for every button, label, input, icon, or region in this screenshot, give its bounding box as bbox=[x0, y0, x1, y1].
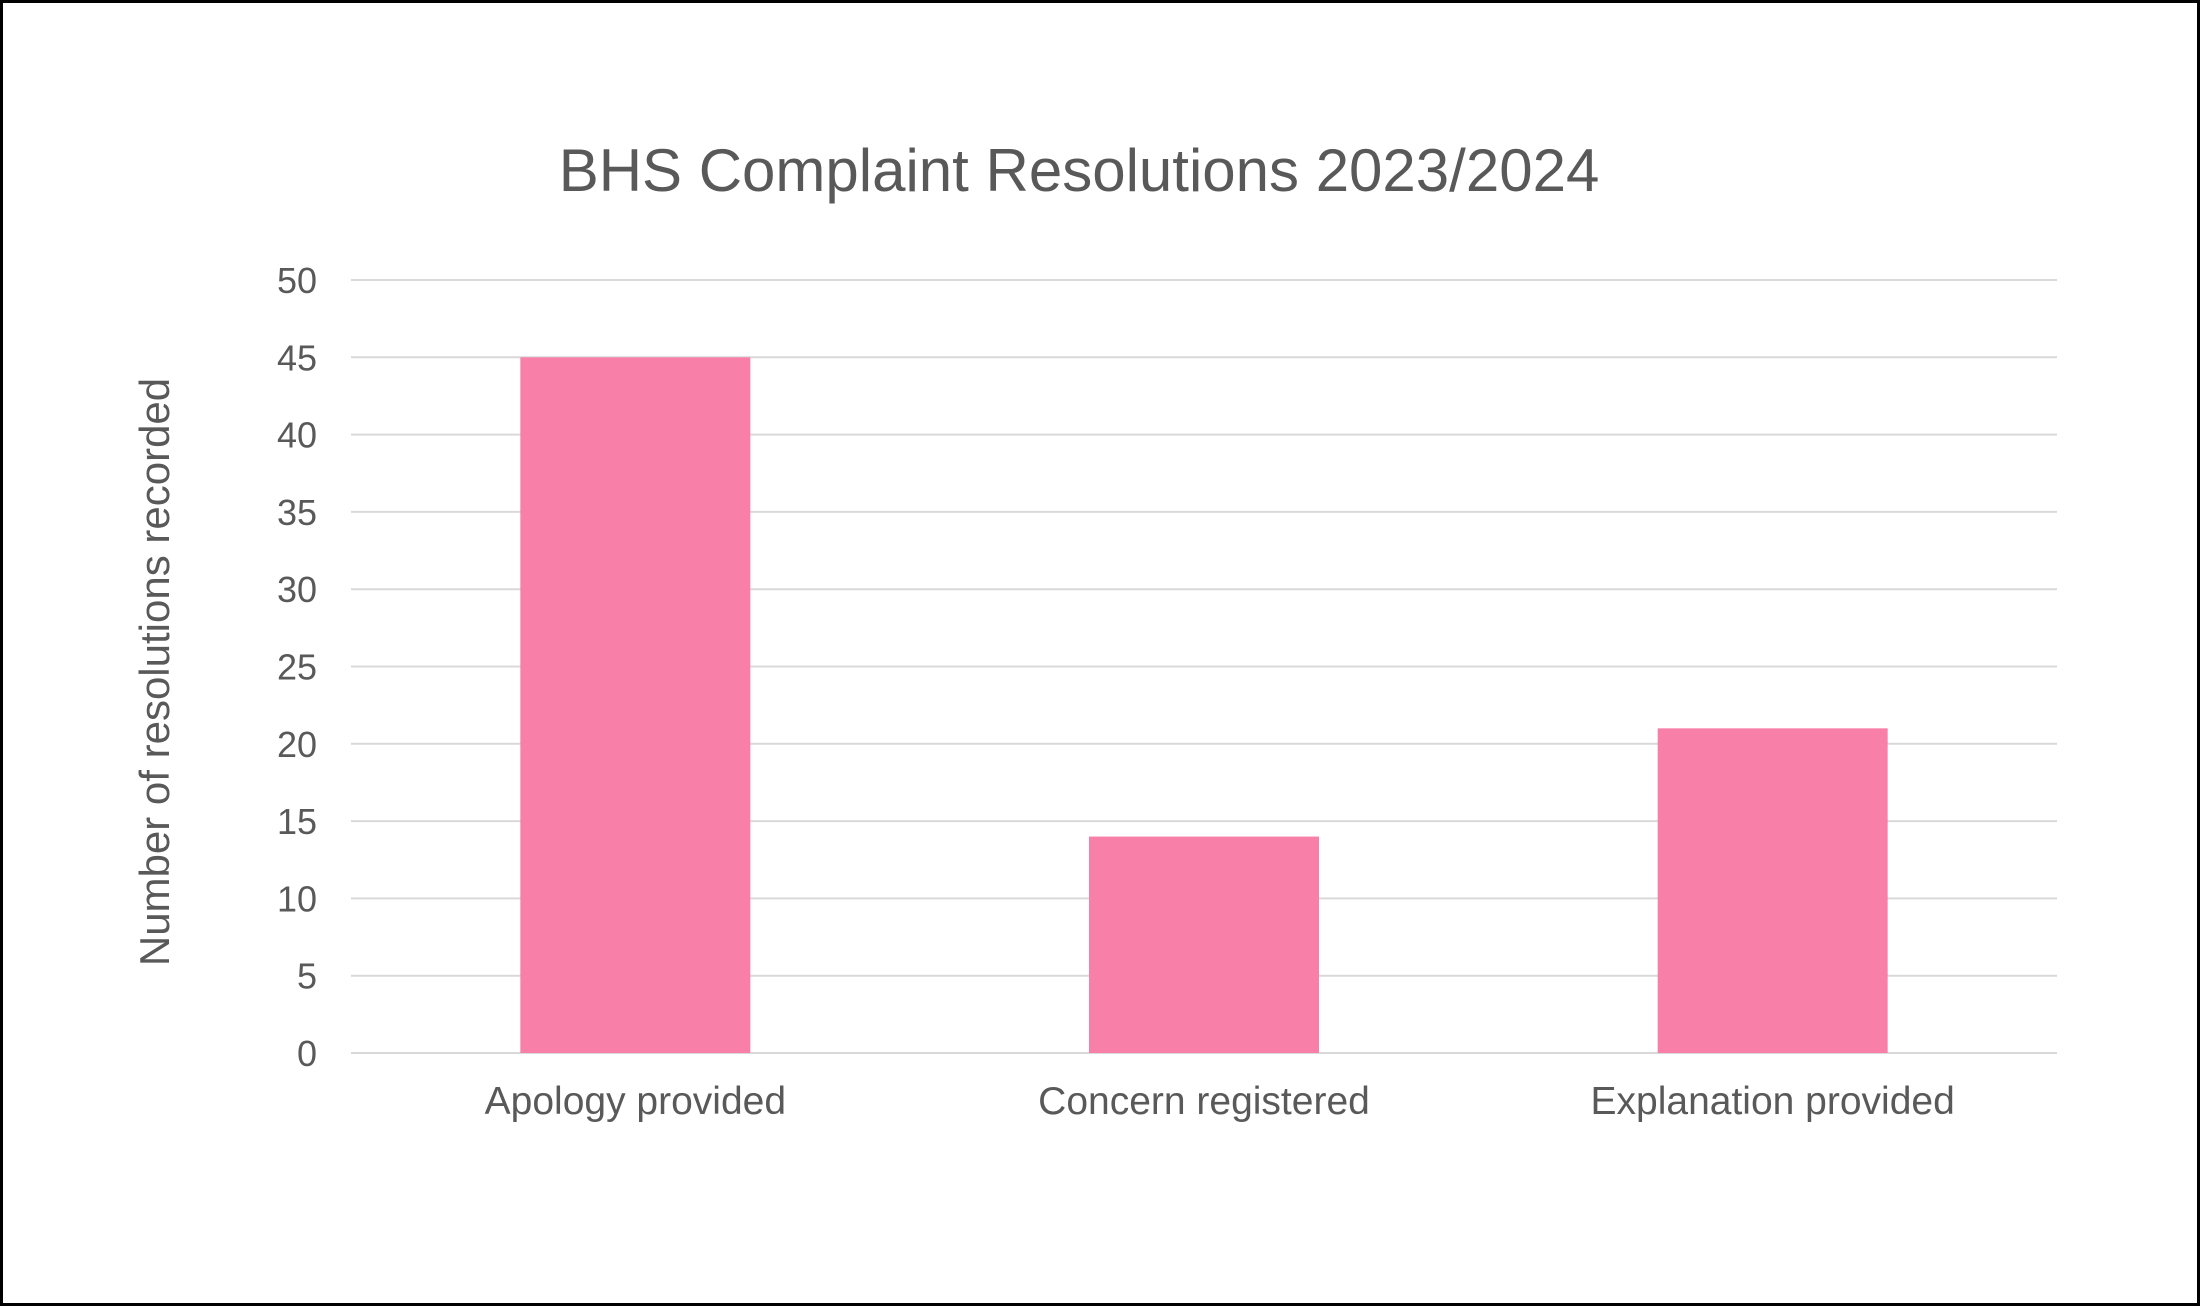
bar bbox=[1657, 728, 1888, 1053]
chart-title: BHS Complaint Resolutions 2023/2024 bbox=[559, 137, 1600, 204]
y-tick-label: 5 bbox=[297, 956, 317, 997]
y-tick-label: 20 bbox=[277, 724, 317, 765]
bar-chart: BHS Complaint Resolutions 2023/2024 0 5 10… bbox=[131, 137, 2057, 1123]
y-tick-label: 30 bbox=[277, 569, 317, 610]
x-category-label: Concern registered bbox=[1038, 1080, 1370, 1123]
y-tick-label: 35 bbox=[277, 492, 317, 533]
x-category-label: Apology provided bbox=[485, 1080, 786, 1123]
y-tick-label: 45 bbox=[277, 337, 317, 378]
bar bbox=[520, 357, 751, 1053]
x-axis-categories: Apology provided Concern registered Explan… bbox=[485, 1080, 1955, 1123]
y-axis-title: Number of resolutions recorded bbox=[131, 378, 178, 966]
y-tick-label: 25 bbox=[277, 647, 317, 688]
y-axis-ticks: 0 5 10 15 20 25 30 35 40 45 50 bbox=[277, 260, 317, 1074]
y-tick-label: 40 bbox=[277, 415, 317, 456]
bars bbox=[520, 357, 1888, 1053]
bar bbox=[1089, 836, 1319, 1053]
y-tick-label: 50 bbox=[277, 260, 317, 301]
y-tick-label: 15 bbox=[277, 801, 317, 842]
x-category-label: Explanation provided bbox=[1591, 1080, 1955, 1123]
y-tick-label: 10 bbox=[277, 878, 317, 919]
y-tick-label: 0 bbox=[297, 1033, 317, 1074]
